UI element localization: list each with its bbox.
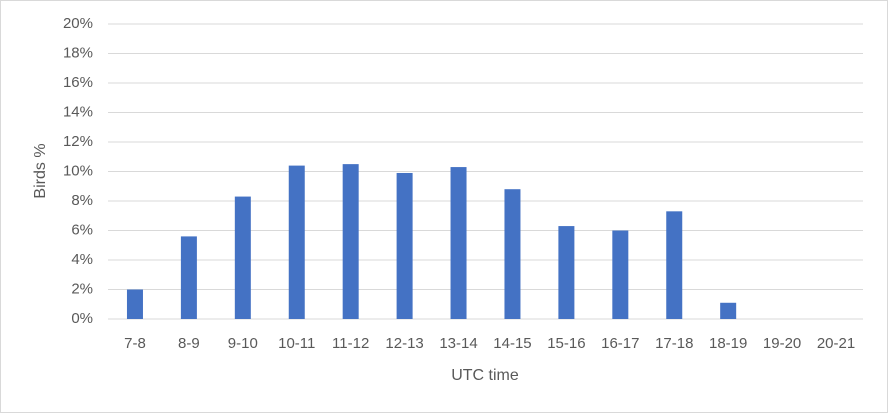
bar [666,211,683,319]
bar [126,289,143,319]
bar [180,236,197,319]
x-tick-label: 16-17 [601,335,639,352]
y-tick-label: 8% [71,192,93,209]
y-tick-label: 6% [71,221,93,238]
y-tick-label: 14% [63,103,93,120]
y-tick-label: 20% [63,15,93,32]
y-axis-title: Birds % [32,143,49,198]
x-tick-label: 7-8 [124,335,146,352]
y-tick-label: 2% [71,280,93,297]
x-tick-label: 8-9 [178,335,200,352]
bar [612,230,629,319]
y-tick-label: 16% [63,74,93,91]
bar [396,172,413,319]
y-tick-label: 4% [71,251,93,268]
x-tick-label: 19-20 [763,335,801,352]
bar [558,226,575,319]
y-tick-label: 0% [71,310,93,327]
x-tick-label: 13-14 [439,335,477,352]
x-tick-label: 12-13 [385,335,423,352]
y-tick-label: 10% [63,162,93,179]
bar [504,189,521,319]
x-tick-label: 15-16 [547,335,585,352]
x-tick-label: 18-19 [709,335,747,352]
x-tick-label: 10-11 [278,335,315,352]
y-tick-label: 18% [63,44,93,61]
x-tick-label: 17-18 [655,335,693,352]
bar [450,167,467,319]
y-tick-label: 12% [63,133,93,150]
x-tick-label: 9-10 [228,335,258,352]
bar [288,165,305,319]
x-axis-title: UTC time [451,367,519,384]
x-tick-label: 11-12 [332,335,369,352]
bar [720,302,737,319]
x-tick-label: 20-21 [817,335,855,352]
bar [234,196,251,319]
x-tick-label: 14-15 [493,335,531,352]
bar [342,164,359,319]
